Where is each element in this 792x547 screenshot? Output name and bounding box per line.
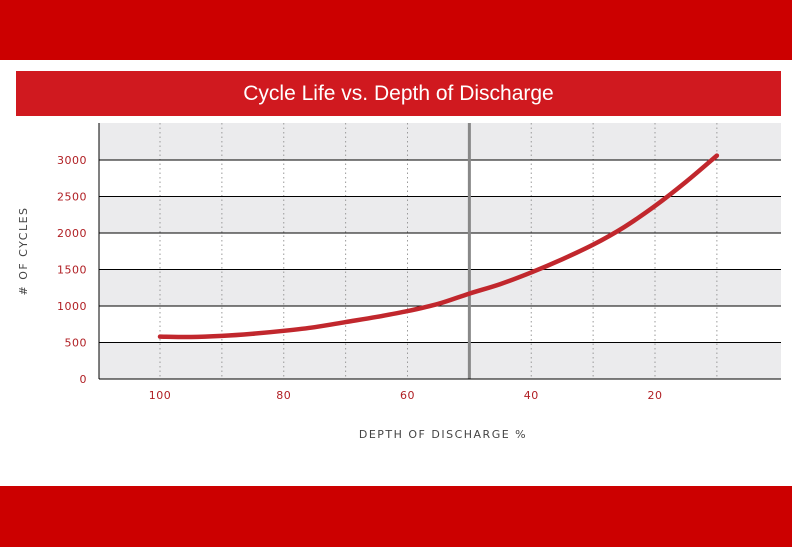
x-tick-label: 80 <box>276 389 291 402</box>
y-tick-label: 500 <box>65 337 88 350</box>
plot-band <box>99 196 781 233</box>
x-tick-label: 40 <box>524 389 539 402</box>
y-tick-label: 3000 <box>57 154 87 167</box>
y-tick-label: 2500 <box>57 191 87 204</box>
plot-bands <box>99 123 781 379</box>
plot-band <box>99 233 781 270</box>
series-group <box>157 153 720 340</box>
series-line <box>157 153 720 340</box>
y-axis-title: # OF CYCLES <box>17 206 30 295</box>
x-tick-labels: 100 80 60 40 20 <box>149 389 663 402</box>
plot-band <box>99 342 781 379</box>
plot-band <box>99 160 781 197</box>
y-tick-labels: 0 500 1000 1500 2000 2500 3000 <box>57 154 87 386</box>
y-tick-label: 2000 <box>57 227 87 240</box>
bottom-banner <box>0 486 792 547</box>
y-tick-label: 0 <box>80 373 88 386</box>
x-tick-label: 20 <box>648 389 663 402</box>
top-banner <box>0 0 792 60</box>
y-tick-label: 1000 <box>57 300 87 313</box>
plot-frame <box>98 123 781 380</box>
y-tick-label: 1500 <box>57 264 87 277</box>
plot-band <box>99 269 781 306</box>
x-tick-label: 100 <box>149 389 172 402</box>
plot-band <box>99 123 781 160</box>
x-axis-title: DEPTH OF DISCHARGE % <box>359 428 527 441</box>
chart-title: Cycle Life vs. Depth of Discharge <box>16 71 781 116</box>
x-tick-label: 60 <box>400 389 415 402</box>
